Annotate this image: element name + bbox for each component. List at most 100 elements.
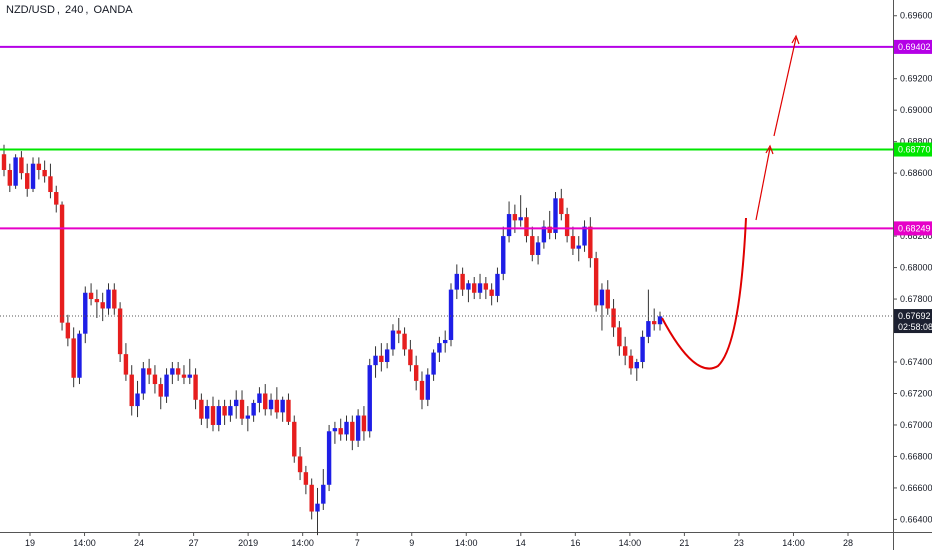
candle-down: [396, 330, 401, 334]
price-tick-label: 0.66800: [900, 451, 932, 461]
candle-down: [54, 192, 59, 205]
candle-up: [321, 484, 326, 504]
candle-up: [535, 242, 541, 255]
candle-up: [373, 355, 378, 366]
candle-down: [413, 365, 419, 381]
candle-down: [292, 421, 297, 457]
time-tick-label: 19: [25, 538, 35, 548]
candle-down: [210, 406, 216, 425]
candle-up: [646, 321, 651, 337]
candle-up: [599, 289, 605, 306]
candle-up: [77, 333, 82, 378]
candle-down: [350, 421, 355, 441]
time-tick-label: 14:00: [291, 538, 314, 548]
time-tick-label: 21: [679, 538, 689, 548]
arrow-head-icon: [765, 144, 774, 155]
candle-up: [234, 399, 239, 407]
level-price-box: [894, 142, 932, 157]
candle-down: [71, 338, 76, 378]
time-tick-label: 9: [409, 538, 414, 548]
candle-up: [170, 368, 175, 375]
interval-label: 240: [65, 4, 84, 16]
candle-down: [19, 157, 24, 174]
candle-down: [129, 374, 134, 407]
candle-down: [512, 214, 518, 221]
time-tick-label: 28: [843, 538, 853, 548]
candle-down: [181, 374, 187, 378]
symbol-label: NZD/USD: [6, 4, 55, 16]
time-tick-label: 14:00: [455, 538, 478, 548]
candle-up: [657, 316, 663, 325]
candle-down: [158, 384, 163, 397]
candle-up: [506, 214, 512, 237]
candle-down: [559, 198, 564, 215]
time-axis[interactable]: [0, 532, 893, 550]
time-tick-label: 14:00: [73, 538, 96, 548]
candle-up: [443, 339, 448, 344]
candle-down: [117, 308, 123, 355]
projection-arrow-2[interactable]: [773, 37, 797, 137]
candle-down: [286, 399, 291, 422]
candle-up: [326, 431, 332, 485]
price-tick-label: 0.67000: [900, 420, 932, 430]
candle-down: [88, 292, 94, 300]
candle-down: [402, 333, 407, 350]
candle-down: [483, 283, 489, 290]
candle-up: [164, 374, 169, 397]
time-tick-label: 23: [734, 538, 744, 548]
candle-down: [547, 226, 552, 233]
price-tick-label: 0.68800: [900, 137, 932, 147]
time-tick-label: 7: [355, 538, 360, 548]
candle-down: [524, 217, 529, 237]
level-price-label: 0.68249: [898, 223, 931, 233]
candle-down: [123, 354, 129, 375]
projection-curve[interactable]: [661, 217, 747, 370]
level-price-label: 0.68770: [898, 145, 931, 155]
candle-down: [338, 428, 343, 435]
candle-down: [25, 173, 30, 189]
price-tick-label: 0.68200: [900, 231, 932, 241]
candle-down: [239, 399, 245, 419]
candle-down: [530, 236, 535, 255]
candle-up: [448, 289, 454, 340]
candle-down: [419, 380, 425, 400]
candle-up: [187, 374, 192, 378]
candle-down: [361, 415, 367, 432]
price-axis[interactable]: [893, 0, 932, 550]
candle-up: [431, 352, 436, 375]
candle-down: [152, 374, 158, 385]
price-tick-label: 0.68600: [900, 168, 932, 178]
time-tick-label: 27: [189, 538, 199, 548]
candle-up: [518, 217, 523, 221]
candle-down: [7, 169, 13, 186]
current-price-box: [894, 309, 932, 334]
chart-legend: NZD/USD, 240, OANDA: [6, 4, 133, 16]
candle-up: [315, 503, 320, 512]
candle-up: [477, 283, 483, 293]
candle-up: [454, 273, 460, 290]
time-tick-label: 14:00: [619, 538, 642, 548]
candle-up: [425, 374, 430, 400]
candle-down: [611, 308, 616, 328]
candle-up: [384, 349, 390, 363]
candle-up: [390, 330, 396, 350]
candle-up: [13, 157, 18, 186]
candle-down: [1, 154, 7, 170]
price-tick-label: 0.69200: [900, 74, 932, 84]
candle-up: [553, 198, 558, 233]
time-tick-label: 2019: [238, 538, 258, 548]
candle-down: [42, 169, 47, 177]
candle-down: [570, 236, 576, 249]
candle-up: [268, 399, 274, 410]
candle-up: [30, 163, 36, 189]
candle-up: [245, 415, 251, 419]
candle-down: [222, 406, 227, 416]
candle-up: [367, 365, 372, 432]
bar-countdown-label: 02:58:08: [898, 322, 932, 332]
candle-down: [628, 355, 634, 369]
projection-arrow-1[interactable]: [755, 147, 771, 221]
candle-up: [355, 415, 361, 441]
candle-down: [605, 289, 610, 309]
candle-down: [175, 368, 181, 375]
